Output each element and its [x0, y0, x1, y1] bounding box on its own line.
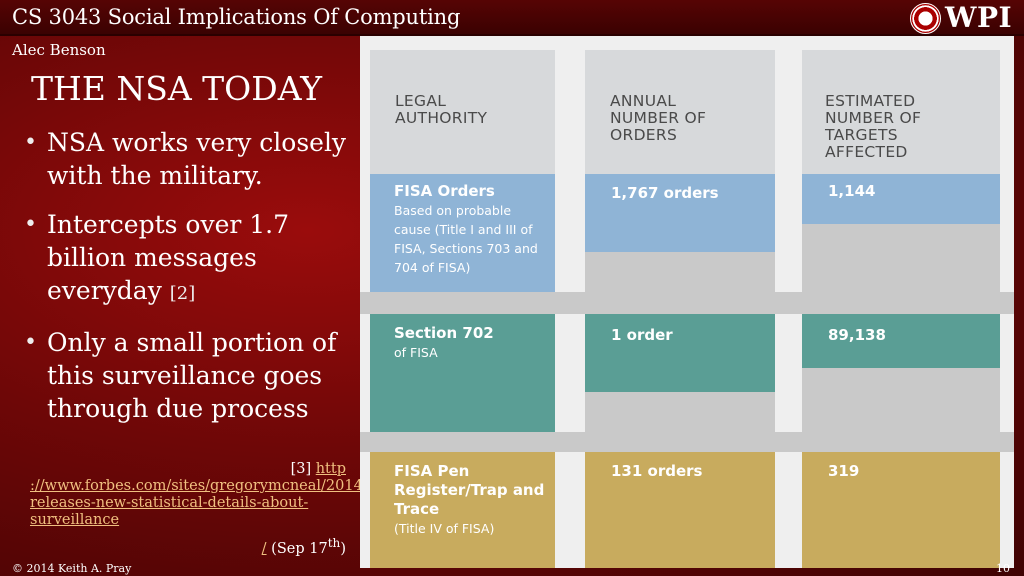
row-702-targets: 89,138	[802, 314, 1000, 368]
row-702-orders: 1 order	[585, 314, 775, 392]
citation-link-start[interactable]: http	[315, 461, 346, 477]
surveillance-table-image: LEGAL AUTHORITY ANNUAL NUMBER OF ORDERS …	[360, 36, 1014, 568]
authority-label: Section 702	[394, 324, 494, 342]
citation-date: (Sep 17	[266, 540, 328, 557]
targets-value: 1,144	[828, 182, 876, 200]
row-filler	[585, 392, 775, 432]
slide-title: THE NSA TODAY	[31, 69, 322, 108]
row-pen-register-targets: 319	[802, 452, 1000, 568]
header-shade	[802, 50, 1000, 174]
bullet-item: Only a small portion of this surveillanc…	[24, 326, 354, 425]
authority-detail: Based on probable cause (Title I and III…	[394, 203, 538, 275]
citation-link[interactable]: ://www.forbes.com/sites/gregorymcneal/20…	[30, 478, 445, 528]
bullet-item: Intercepts over 1.7 billion messages eve…	[24, 208, 354, 310]
course-title: CS 3043 Social Implications Of Computing	[12, 5, 461, 29]
citation-link-end[interactable]: /	[261, 540, 267, 557]
reference-marker: [2]	[169, 283, 196, 304]
row-fisa-authority: FISA Orders Based on probable cause (Tit…	[370, 174, 555, 292]
row-filler	[585, 252, 775, 292]
copyright: © 2014 Keith A. Pray	[12, 562, 132, 575]
orders-value: 1 order	[611, 326, 673, 344]
orders-value: 1,767 orders	[611, 184, 719, 202]
column-header-orders: ANNUAL NUMBER OF ORDERS	[610, 92, 707, 144]
row-702-authority: Section 702 of FISA	[370, 314, 555, 432]
authority-label: FISA Pen Register/Trap and Trace	[394, 462, 545, 518]
citation: [3] http ://www.forbes.com/sites/gregory…	[30, 461, 445, 558]
targets-value: 89,138	[828, 326, 886, 344]
column-header-authority: LEGAL AUTHORITY	[395, 92, 488, 127]
targets-value: 319	[828, 462, 860, 480]
wpi-logo: WPI	[945, 1, 1013, 34]
row-pen-register-authority: FISA Pen Register/Trap and Trace (Title …	[370, 452, 555, 568]
page-number: 10	[996, 562, 1010, 575]
row-separator	[360, 292, 1014, 314]
wpi-seal-icon	[910, 3, 941, 34]
bullet-list: NSA works very closely with the military…	[24, 126, 354, 441]
row-filler	[802, 224, 1000, 292]
row-fisa-orders: 1,767 orders	[585, 174, 775, 252]
authority-detail: of FISA	[394, 345, 438, 360]
citation-close: )	[340, 540, 346, 557]
title-bar: CS 3043 Social Implications Of Computing…	[0, 0, 1024, 36]
header-shade	[370, 50, 555, 174]
orders-value: 131 orders	[611, 462, 703, 480]
row-fisa-targets: 1,144	[802, 174, 1000, 224]
bullet-text: Only a small portion of this surveillanc…	[47, 328, 337, 423]
citation-tail: / (Sep 17th)	[30, 535, 346, 558]
header-shade	[585, 50, 775, 174]
authority-label: FISA Orders	[394, 182, 495, 200]
bullet-item: NSA works very closely with the military…	[24, 126, 354, 192]
bullet-text: Intercepts over 1.7 billion messages eve…	[47, 210, 290, 305]
bullet-text: NSA works very closely with the military…	[47, 128, 347, 190]
authority-detail: (Title IV of FISA)	[394, 521, 495, 536]
citation-prefix: [3]	[290, 461, 316, 477]
author-name: Alec Benson	[12, 41, 106, 59]
row-separator	[360, 432, 1014, 452]
column-header-targets: ESTIMATED NUMBER OF TARGETS AFFECTED	[825, 92, 922, 161]
row-filler	[802, 368, 1000, 432]
citation-date-suffix: th	[327, 536, 341, 550]
row-pen-register-orders: 131 orders	[585, 452, 775, 568]
